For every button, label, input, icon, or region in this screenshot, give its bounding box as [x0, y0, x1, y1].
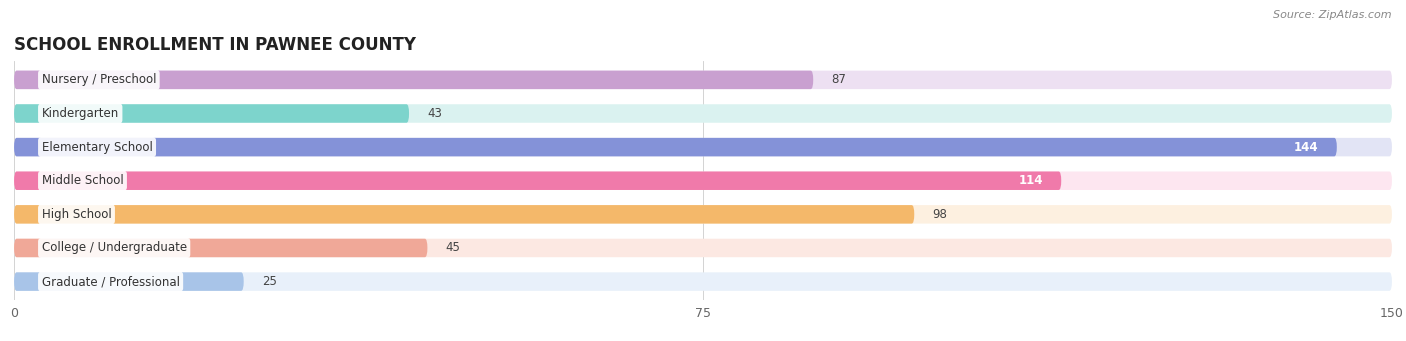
FancyBboxPatch shape — [14, 239, 1392, 257]
FancyBboxPatch shape — [14, 172, 1392, 190]
FancyBboxPatch shape — [14, 71, 1392, 89]
Text: 114: 114 — [1018, 174, 1043, 187]
FancyBboxPatch shape — [14, 71, 813, 89]
Text: College / Undergraduate: College / Undergraduate — [42, 241, 187, 254]
Text: 87: 87 — [831, 73, 846, 86]
Text: SCHOOL ENROLLMENT IN PAWNEE COUNTY: SCHOOL ENROLLMENT IN PAWNEE COUNTY — [14, 36, 416, 54]
Text: Kindergarten: Kindergarten — [42, 107, 120, 120]
FancyBboxPatch shape — [14, 272, 243, 291]
FancyBboxPatch shape — [14, 205, 914, 224]
FancyBboxPatch shape — [14, 104, 409, 123]
Text: Graduate / Professional: Graduate / Professional — [42, 275, 180, 288]
Text: Middle School: Middle School — [42, 174, 124, 187]
Text: Nursery / Preschool: Nursery / Preschool — [42, 73, 156, 86]
Text: Source: ZipAtlas.com: Source: ZipAtlas.com — [1274, 10, 1392, 20]
FancyBboxPatch shape — [14, 138, 1392, 157]
Text: 98: 98 — [932, 208, 948, 221]
Text: High School: High School — [42, 208, 111, 221]
FancyBboxPatch shape — [14, 239, 427, 257]
Text: Elementary School: Elementary School — [42, 140, 152, 153]
FancyBboxPatch shape — [14, 205, 1392, 224]
Text: 43: 43 — [427, 107, 443, 120]
FancyBboxPatch shape — [14, 104, 1392, 123]
FancyBboxPatch shape — [14, 138, 1337, 157]
FancyBboxPatch shape — [14, 272, 1392, 291]
Text: 144: 144 — [1294, 140, 1319, 153]
Text: 25: 25 — [262, 275, 277, 288]
FancyBboxPatch shape — [14, 172, 1062, 190]
Text: 45: 45 — [446, 241, 461, 254]
